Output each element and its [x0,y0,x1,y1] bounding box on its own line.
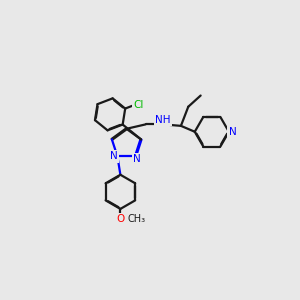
Text: O: O [116,214,124,224]
Text: CH₃: CH₃ [127,214,146,224]
Text: N: N [229,127,236,137]
Text: NH: NH [155,115,171,125]
Text: Cl: Cl [133,100,143,110]
Text: N: N [110,152,118,161]
Text: N: N [133,154,141,164]
